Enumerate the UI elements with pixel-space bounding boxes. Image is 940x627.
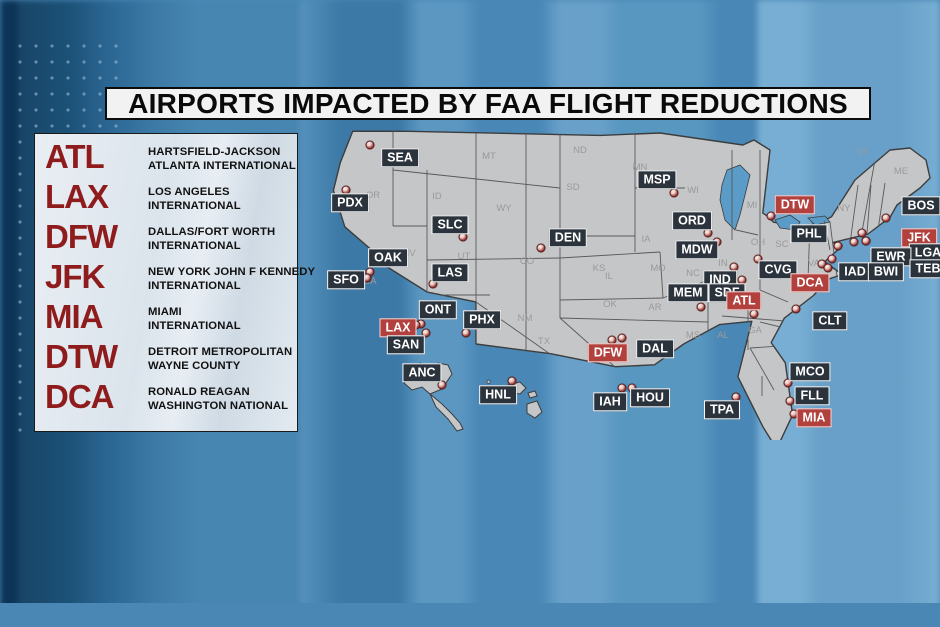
svg-text:NM: NM — [518, 313, 533, 324]
svg-text:KS: KS — [593, 263, 606, 274]
svg-text:WY: WY — [496, 203, 512, 214]
svg-text:CO: CO — [520, 256, 534, 267]
svg-text:SD: SD — [566, 182, 579, 193]
svg-text:SC: SC — [775, 239, 788, 250]
svg-text:MI: MI — [747, 200, 758, 211]
svg-text:MT: MT — [482, 151, 496, 162]
svg-text:GA: GA — [748, 325, 762, 336]
svg-text:UT: UT — [458, 251, 471, 262]
svg-text:IL: IL — [605, 271, 613, 282]
svg-text:OH: OH — [751, 237, 765, 248]
svg-text:WI: WI — [687, 185, 699, 196]
svg-text:ND: ND — [573, 145, 587, 156]
svg-text:IA: IA — [642, 234, 652, 245]
svg-text:NY: NY — [837, 203, 851, 214]
svg-text:NC: NC — [686, 268, 700, 279]
svg-text:MO: MO — [650, 263, 665, 274]
svg-text:IN: IN — [718, 258, 728, 269]
svg-text:ME: ME — [894, 166, 908, 177]
svg-text:AL: AL — [717, 330, 729, 341]
svg-text:VT: VT — [856, 147, 868, 158]
svg-text:MS: MS — [686, 330, 700, 341]
svg-text:ID: ID — [432, 191, 442, 202]
svg-text:TX: TX — [538, 336, 551, 347]
svg-text:AR: AR — [648, 302, 661, 313]
svg-text:OK: OK — [603, 299, 617, 310]
